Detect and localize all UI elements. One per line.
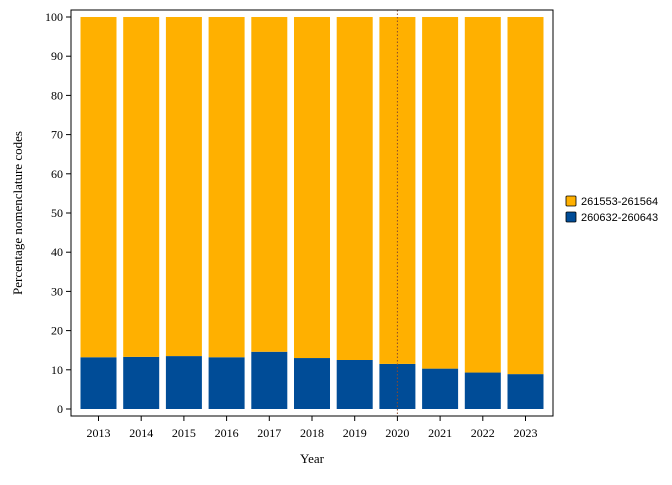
legend-swatch (565, 211, 577, 223)
y-tick-label: 70 (51, 128, 63, 142)
bar-2013-series-2 (80, 17, 117, 358)
x-tick-label: 2017 (257, 426, 281, 440)
bar-2019-series-1 (336, 360, 373, 409)
legend-swatch (565, 195, 577, 207)
y-tick-label: 30 (51, 284, 63, 298)
bar-2022-series-2 (464, 17, 501, 373)
bar-2019-series-2 (336, 17, 373, 360)
bar-2022-series-1 (464, 372, 501, 409)
y-tick-label: 50 (51, 206, 63, 220)
x-tick-label: 2018 (300, 426, 324, 440)
x-tick-label: 2022 (471, 426, 495, 440)
y-tick-label: 10 (51, 363, 63, 377)
y-tick-label: 20 (51, 324, 63, 338)
bar-2016-series-1 (208, 357, 245, 409)
x-tick-label: 2019 (343, 426, 367, 440)
bar-2020-series-2 (379, 17, 416, 364)
bar-2023-series-2 (507, 17, 544, 375)
bar-2013-series-1 (80, 357, 117, 409)
bar-2018-series-1 (294, 358, 330, 409)
legend-label: 261553-261564 (581, 196, 658, 208)
x-tick-label: 2023 (514, 426, 538, 440)
x-tick-label: 2021 (428, 426, 452, 440)
bar-2021-series-1 (422, 368, 459, 409)
bar-2023-series-1 (507, 374, 544, 409)
legend-label: 260632-260643 (581, 212, 658, 224)
y-tick-label: 40 (51, 245, 63, 259)
bar-2016-series-2 (208, 17, 245, 358)
plot-area (80, 10, 544, 416)
axes: 0 10 20 30 40 50 60 70 80 90 100 2013 2014 2015 2016 20… (45, 10, 538, 440)
y-tick-label: 90 (51, 49, 63, 63)
y-tick-label: 100 (45, 10, 63, 24)
legend: 261553-261564 260632-260643 (565, 195, 658, 224)
y-tick-label: 0 (57, 402, 63, 416)
bar-2015-series-2 (165, 17, 202, 357)
bar-2015-series-1 (165, 356, 202, 409)
x-tick-label: 2015 (172, 426, 196, 440)
y-tick-label: 80 (51, 88, 63, 102)
y-tick-label: 60 (51, 167, 63, 181)
bar-2014-series-1 (123, 356, 160, 409)
x-tick-label: 2020 (385, 426, 409, 440)
x-tick-label: 2016 (215, 426, 239, 440)
y-axis-title: Percentage nomenclature codes (10, 131, 25, 295)
bar-2021-series-2 (422, 17, 459, 369)
x-tick-label: 2014 (129, 426, 153, 440)
bar-2018-series-2 (294, 17, 330, 359)
x-axis-title: Year (300, 451, 325, 466)
bar-2017-series-2 (251, 17, 288, 352)
bar-2017-series-1 (251, 351, 288, 409)
bar-2014-series-2 (123, 17, 160, 357)
x-tick-label: 2013 (87, 426, 111, 440)
